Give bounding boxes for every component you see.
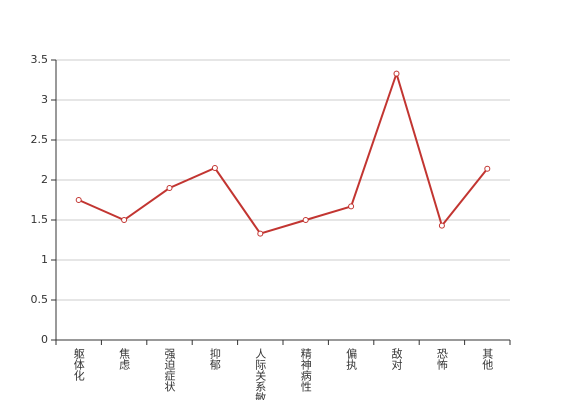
x-tick-label: 焦虑 [118, 348, 131, 370]
point [257, 230, 264, 237]
x-tick-label: 敌对 [390, 347, 403, 370]
point [393, 70, 400, 77]
point [348, 203, 355, 210]
x-tick-label: 人际关系敏感 [254, 348, 267, 400]
point [121, 217, 128, 223]
y-tick-label: 0 [41, 333, 48, 346]
x-tick-label: 抑郁 [208, 347, 221, 370]
y-tick-label: 1 [41, 253, 48, 266]
point [438, 222, 445, 229]
line [78, 70, 489, 235]
point [484, 165, 491, 172]
x-tick-label: 强迫症状 [163, 348, 176, 392]
y-tick-label: 3 [41, 93, 48, 106]
y-tick-label: 3.5 [31, 53, 49, 66]
y-tick-label: 2 [41, 173, 48, 186]
y-tick-label: 0.5 [31, 293, 49, 306]
x-tick-label: 其他 [481, 348, 494, 370]
x-tick-label: 恐怖 [435, 348, 448, 370]
point [166, 185, 173, 191]
x-tick-label: 躯体化 [72, 348, 85, 382]
point [302, 217, 309, 223]
point [211, 165, 218, 171]
point [75, 197, 82, 203]
x-tick-label: 精神病性 [299, 348, 312, 393]
y-tick-label: 2.5 [31, 133, 49, 146]
y-tick-label: 1.5 [31, 213, 49, 226]
x-tick-label: 偏执 [345, 347, 358, 371]
